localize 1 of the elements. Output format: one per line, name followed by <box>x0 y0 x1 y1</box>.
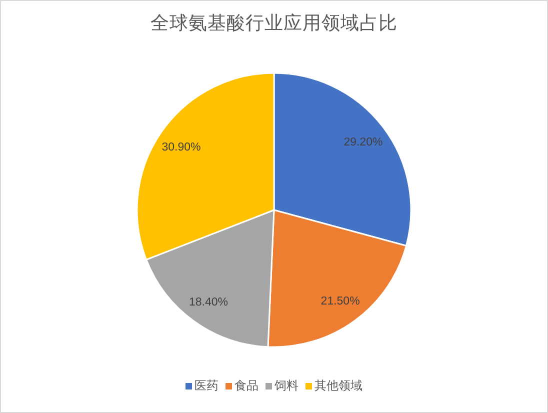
title: 全球氨基酸行业应用领域占比 <box>150 12 398 33</box>
